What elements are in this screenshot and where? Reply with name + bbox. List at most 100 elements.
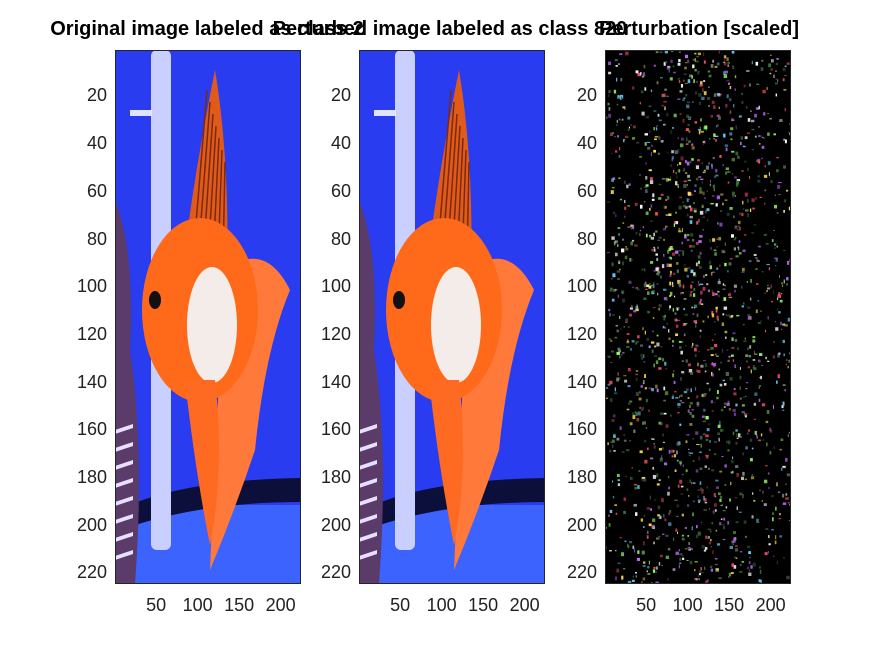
noise-speck — [729, 545, 734, 550]
noise-speck — [783, 353, 785, 356]
noise-speck — [625, 476, 627, 478]
noise-speck — [748, 355, 752, 358]
noise-speck — [728, 293, 730, 296]
noise-speck — [738, 433, 741, 438]
noise-speck — [639, 232, 641, 237]
noise-speck — [667, 66, 671, 68]
noise-speck — [677, 149, 680, 153]
noise-speck — [734, 75, 737, 79]
noise-speck — [694, 274, 697, 277]
noise-speck — [710, 354, 714, 356]
noise-speck — [714, 65, 718, 68]
noise-speck — [774, 204, 778, 209]
noise-speck — [787, 317, 791, 322]
noise-speck — [686, 213, 689, 217]
noise-speck — [724, 199, 728, 201]
noise-speck — [668, 263, 672, 267]
noise-speck — [641, 75, 645, 78]
noise-speck — [781, 467, 783, 471]
noise-speck — [722, 313, 725, 316]
noise-speck — [713, 105, 716, 109]
noise-speck — [684, 66, 687, 70]
noise-speck — [702, 142, 704, 145]
noise-speck — [682, 284, 685, 289]
noise-speck — [774, 257, 778, 259]
noise-speck — [641, 268, 644, 271]
noise-speck — [622, 139, 625, 143]
noise-speck — [649, 457, 654, 460]
noise-speck — [628, 126, 631, 129]
noise-speck — [624, 206, 627, 210]
noise-speck — [614, 59, 618, 62]
noise-speck — [727, 400, 730, 405]
noise-speck — [723, 133, 726, 138]
noise-speck — [735, 465, 739, 468]
noise-speck — [695, 80, 699, 83]
noise-speck — [758, 387, 760, 389]
noise-speck — [741, 93, 743, 95]
noise-speck — [676, 515, 679, 517]
noise-speck — [661, 104, 665, 107]
noise-speck — [648, 560, 650, 565]
noise-speck — [682, 464, 684, 467]
noise-speck — [768, 172, 770, 176]
noise-speck — [690, 372, 694, 375]
noise-speck — [652, 284, 655, 289]
noise-speck — [639, 391, 641, 394]
noise-speck — [668, 449, 671, 454]
noise-speck — [610, 362, 613, 364]
noise-speck — [697, 499, 701, 502]
noise-speck — [734, 545, 738, 547]
noise-speck — [713, 366, 715, 368]
noise-speck — [687, 119, 692, 121]
noise-speck — [776, 57, 779, 60]
y-tick-label: 80 — [576, 228, 597, 249]
noise-speck — [785, 493, 788, 496]
noise-speck — [612, 288, 616, 292]
noise-speck — [641, 581, 643, 584]
noise-speck — [737, 229, 740, 231]
noise-speck — [765, 243, 769, 245]
noise-speck — [651, 198, 655, 201]
noise-speck — [751, 474, 753, 476]
noise-speck — [627, 580, 632, 584]
noise-speck — [691, 409, 694, 411]
noise-speck — [651, 284, 653, 287]
y-tick-label: 60 — [576, 180, 597, 201]
noise-speck — [692, 500, 696, 503]
noise-speck — [704, 502, 708, 504]
noise-speck — [730, 354, 734, 357]
noise-speck — [644, 268, 646, 272]
noise-speck — [695, 177, 699, 181]
noise-speck — [677, 170, 680, 172]
noise-speck — [783, 279, 785, 284]
noise-speck — [732, 431, 735, 436]
noise-speck — [664, 361, 667, 366]
noise-speck — [642, 327, 644, 331]
noise-speck — [663, 205, 667, 209]
noise-speck — [623, 326, 625, 328]
noise-speck — [767, 161, 771, 165]
noise-speck — [635, 392, 640, 396]
noise-speck — [712, 238, 716, 242]
noise-speck — [641, 357, 643, 360]
noise-speck — [676, 307, 679, 311]
noise-speck — [786, 62, 790, 65]
noise-speck — [759, 569, 762, 574]
noise-speck — [617, 483, 621, 487]
noise-speck — [614, 252, 618, 257]
noise-speck — [762, 89, 766, 94]
noise-speck — [649, 283, 651, 285]
noise-speck — [716, 543, 721, 546]
noise-speck — [698, 501, 700, 504]
noise-speck — [757, 160, 761, 164]
noise-speck — [703, 509, 707, 511]
noise-speck — [618, 233, 620, 236]
zebra-stripe — [359, 442, 377, 452]
noise-speck — [612, 132, 615, 135]
noise-speck — [649, 207, 651, 211]
noise-speck — [670, 256, 672, 260]
noise-speck — [638, 470, 641, 472]
noise-speck — [610, 287, 613, 290]
noise-speck — [723, 382, 727, 386]
